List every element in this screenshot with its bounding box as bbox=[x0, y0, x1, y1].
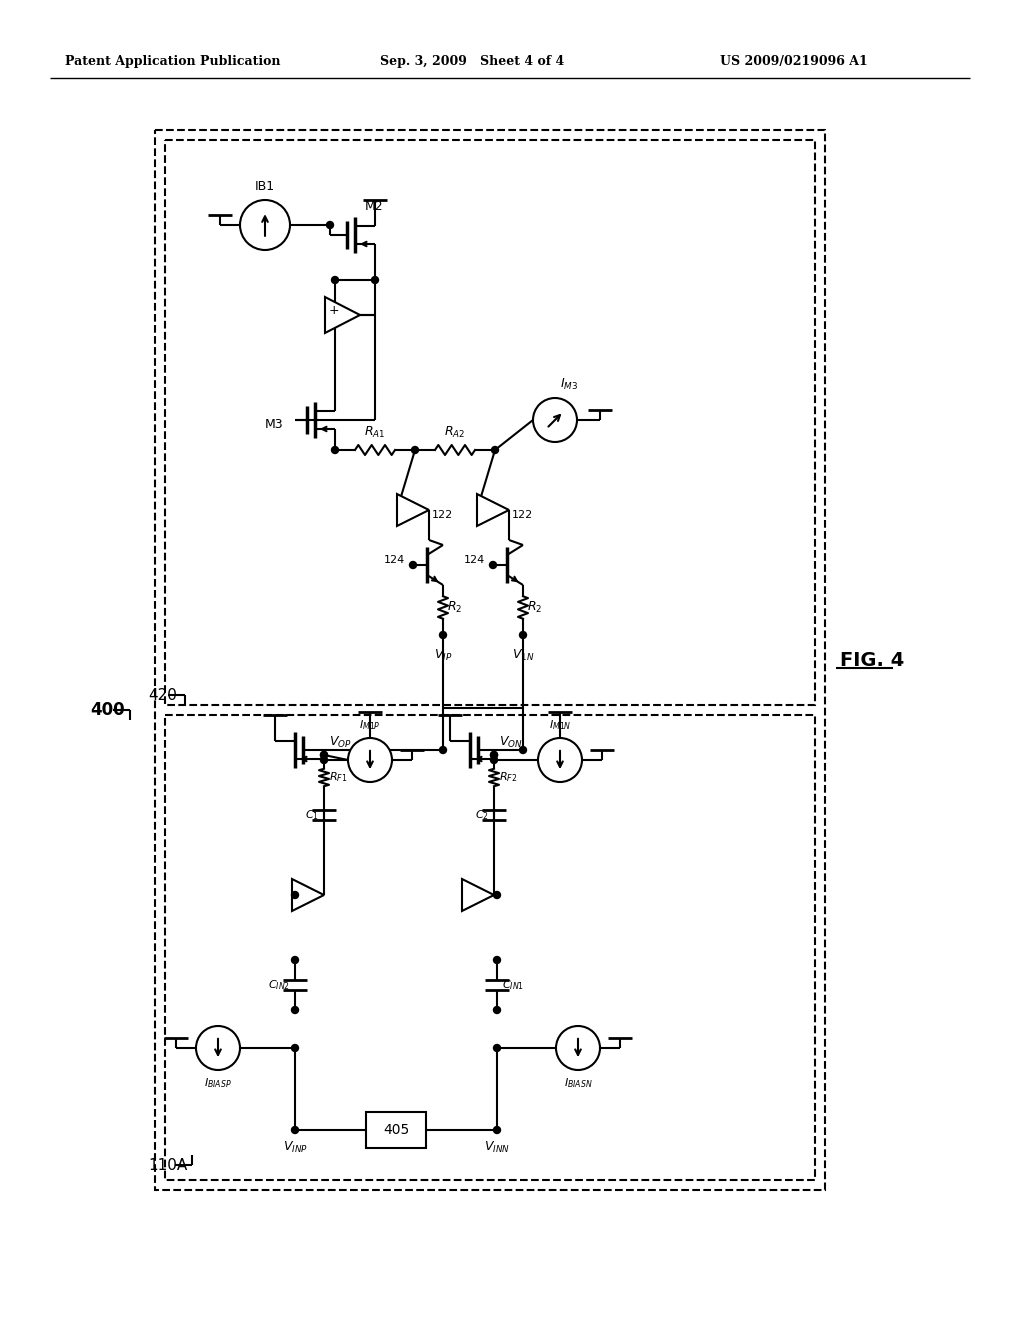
Text: 122: 122 bbox=[432, 510, 454, 520]
Text: $I_{BIASP}$: $I_{BIASP}$ bbox=[204, 1076, 231, 1090]
Text: $I_{M1P}$: $I_{M1P}$ bbox=[359, 718, 381, 733]
Polygon shape bbox=[325, 297, 360, 333]
Text: FIG. 4: FIG. 4 bbox=[840, 651, 904, 669]
Text: $R_2$: $R_2$ bbox=[447, 601, 462, 615]
Circle shape bbox=[490, 751, 498, 759]
Text: $I_{BIASN}$: $I_{BIASN}$ bbox=[563, 1076, 593, 1090]
Circle shape bbox=[410, 561, 417, 569]
Circle shape bbox=[240, 201, 290, 249]
Circle shape bbox=[372, 276, 379, 284]
Circle shape bbox=[196, 1026, 240, 1071]
Circle shape bbox=[292, 1006, 299, 1014]
Text: $V_{OP}$: $V_{OP}$ bbox=[329, 735, 351, 750]
Text: $R_{F1}$: $R_{F1}$ bbox=[329, 771, 347, 784]
Text: $C_{IN1}$: $C_{IN1}$ bbox=[502, 978, 524, 991]
Circle shape bbox=[321, 756, 328, 763]
Circle shape bbox=[519, 747, 526, 754]
Text: M2: M2 bbox=[365, 201, 384, 214]
Text: $V_{INN}$: $V_{INN}$ bbox=[484, 1140, 510, 1155]
Circle shape bbox=[556, 1026, 600, 1071]
Text: 122: 122 bbox=[512, 510, 534, 520]
Text: 420: 420 bbox=[148, 688, 177, 702]
Text: $I_{M1N}$: $I_{M1N}$ bbox=[549, 718, 571, 733]
Text: Patent Application Publication: Patent Application Publication bbox=[65, 55, 281, 69]
Circle shape bbox=[494, 1126, 501, 1134]
Text: $R_{F2}$: $R_{F2}$ bbox=[499, 771, 517, 784]
Bar bbox=[366, 1111, 426, 1148]
Circle shape bbox=[492, 446, 499, 454]
Text: $C_2$: $C_2$ bbox=[475, 808, 489, 822]
Polygon shape bbox=[292, 879, 324, 911]
Circle shape bbox=[494, 891, 501, 899]
Circle shape bbox=[332, 446, 339, 454]
Bar bbox=[165, 715, 815, 1180]
Circle shape bbox=[321, 751, 328, 759]
Text: +: + bbox=[329, 305, 340, 318]
Circle shape bbox=[534, 399, 577, 442]
Text: IB1: IB1 bbox=[255, 180, 275, 193]
Text: 405: 405 bbox=[383, 1123, 410, 1137]
Circle shape bbox=[439, 631, 446, 639]
Circle shape bbox=[538, 738, 582, 781]
Circle shape bbox=[490, 751, 498, 759]
Text: $V_{ON}$: $V_{ON}$ bbox=[499, 735, 522, 750]
Text: $R_2$: $R_2$ bbox=[527, 601, 543, 615]
Text: 124: 124 bbox=[384, 554, 406, 565]
Text: 124: 124 bbox=[464, 554, 485, 565]
Bar bbox=[165, 140, 815, 705]
Polygon shape bbox=[462, 879, 494, 911]
Text: $C_{IN2}$: $C_{IN2}$ bbox=[268, 978, 290, 991]
Text: $V_{INP}$: $V_{INP}$ bbox=[283, 1140, 307, 1155]
Text: Sep. 3, 2009   Sheet 4 of 4: Sep. 3, 2009 Sheet 4 of 4 bbox=[380, 55, 564, 69]
Polygon shape bbox=[397, 494, 429, 525]
Text: $I_{M3}$: $I_{M3}$ bbox=[560, 378, 579, 392]
Circle shape bbox=[519, 631, 526, 639]
Circle shape bbox=[348, 738, 392, 781]
Circle shape bbox=[412, 446, 419, 454]
Polygon shape bbox=[477, 494, 509, 525]
Circle shape bbox=[332, 276, 339, 284]
Circle shape bbox=[292, 891, 299, 899]
Circle shape bbox=[494, 1044, 501, 1052]
Circle shape bbox=[292, 957, 299, 964]
Circle shape bbox=[494, 1006, 501, 1014]
Circle shape bbox=[490, 756, 498, 763]
Circle shape bbox=[489, 561, 497, 569]
Circle shape bbox=[494, 957, 501, 964]
Text: 110A: 110A bbox=[148, 1158, 187, 1172]
Circle shape bbox=[439, 747, 446, 754]
Circle shape bbox=[292, 1044, 299, 1052]
Circle shape bbox=[321, 751, 328, 759]
Text: M3: M3 bbox=[264, 418, 283, 432]
Text: $V_{IP}$: $V_{IP}$ bbox=[434, 648, 453, 663]
Text: $R_{A2}$: $R_{A2}$ bbox=[444, 425, 466, 440]
Bar bbox=[155, 129, 825, 1191]
Text: $C_1$: $C_1$ bbox=[305, 808, 319, 822]
Text: 400: 400 bbox=[90, 701, 125, 719]
Circle shape bbox=[327, 222, 334, 228]
Text: $R_{A1}$: $R_{A1}$ bbox=[365, 425, 386, 440]
Text: US 2009/0219096 A1: US 2009/0219096 A1 bbox=[720, 55, 867, 69]
Circle shape bbox=[292, 1126, 299, 1134]
Text: $V_{1N}$: $V_{1N}$ bbox=[512, 648, 535, 663]
